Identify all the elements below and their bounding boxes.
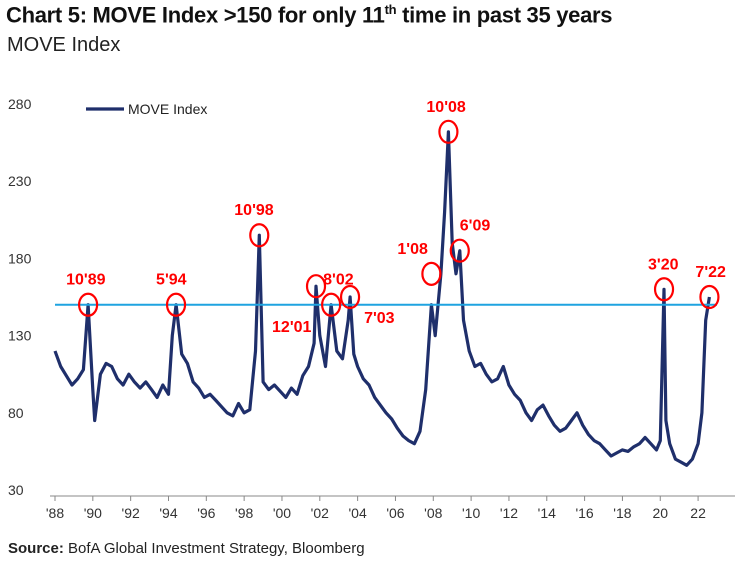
x-tick-label: '08 bbox=[424, 505, 442, 521]
annotation-circle bbox=[165, 292, 187, 317]
source-text: BofA Global Investment Strategy, Bloombe… bbox=[63, 540, 365, 557]
annotation-label: 3'20 bbox=[648, 256, 679, 273]
y-tick-label: 130 bbox=[8, 328, 32, 344]
chart-subtitle: MOVE Index bbox=[7, 34, 121, 56]
source-note: Source: BofA Global Investment Strategy,… bbox=[8, 540, 365, 557]
chart-title: Chart 5: MOVE Index >150 for only 11th t… bbox=[6, 2, 613, 28]
annotation-circle bbox=[339, 284, 361, 310]
title-superscript: th bbox=[384, 2, 397, 17]
chart-plot: 30 80 130 180 230 280 '88 '90 '92 '94 '96 '98 '00 '0… bbox=[8, 96, 735, 521]
y-tick-label: 230 bbox=[8, 173, 32, 189]
x-tick-label: '88 bbox=[46, 505, 64, 521]
x-tick-label: '96 bbox=[197, 505, 215, 521]
annotation-circle bbox=[249, 223, 270, 248]
x-tick-label: '06 bbox=[386, 505, 404, 521]
x-tick-label: 22 bbox=[690, 505, 706, 521]
legend: MOVE Index bbox=[86, 101, 207, 117]
series-group bbox=[53, 130, 711, 467]
annotation-circle bbox=[699, 284, 720, 310]
title-main: Chart 5: MOVE Index >150 for only 11 bbox=[6, 2, 385, 28]
y-tick-label: 280 bbox=[8, 96, 32, 112]
annotation-circle bbox=[321, 292, 342, 317]
annotation-circle bbox=[77, 292, 99, 317]
x-tick-label: '18 bbox=[613, 505, 631, 521]
source-label: Source: bbox=[8, 540, 64, 557]
x-tick-label: '00 bbox=[273, 505, 291, 521]
y-axis: 30 80 130 180 230 280 bbox=[8, 96, 32, 498]
x-tick-label: '14 bbox=[538, 505, 556, 521]
annotation-circle bbox=[421, 261, 442, 286]
annotation-circle bbox=[305, 274, 327, 299]
annotation-circle bbox=[653, 277, 675, 302]
annotation-label: 1'08 bbox=[397, 241, 428, 258]
x-axis: '88 '90 '92 '94 '96 '98 '00 '02 '04 '06 '08 '10 '12 '… bbox=[46, 496, 706, 521]
x-tick-label: '02 bbox=[311, 505, 329, 521]
annotation-circle bbox=[449, 238, 470, 263]
x-tick-label: 20 bbox=[652, 505, 668, 521]
x-tick-label: '12 bbox=[500, 505, 518, 521]
y-tick-label: 180 bbox=[8, 250, 32, 266]
title-rest: time in past 35 years bbox=[396, 2, 613, 28]
x-tick-label: '94 bbox=[159, 505, 177, 521]
x-tick-label: '04 bbox=[349, 505, 367, 521]
annotation-label: 5'94 bbox=[156, 272, 187, 289]
x-tick-label: '16 bbox=[575, 505, 593, 521]
annotation-label: 10'89 bbox=[66, 272, 106, 289]
annotation-label: 12'01 bbox=[272, 319, 312, 336]
x-tick-label: '90 bbox=[84, 505, 102, 521]
legend-label: MOVE Index bbox=[128, 101, 207, 117]
annotation-circle bbox=[438, 119, 459, 144]
annotation-label: 6'09 bbox=[460, 218, 491, 235]
x-tick-label: '98 bbox=[235, 505, 253, 521]
annotations-group: 10'89 5'94 10'98 12'01 8'02 7'03 1'08 10'08 6'09… bbox=[66, 99, 726, 336]
annotation-label: 7'22 bbox=[695, 264, 726, 281]
annotation-label: 10'98 bbox=[234, 202, 274, 219]
x-tick-label: '92 bbox=[122, 505, 140, 521]
y-tick-label: 80 bbox=[8, 405, 24, 421]
annotation-label: 8'02 bbox=[323, 272, 354, 289]
x-tick-label: '10 bbox=[462, 505, 480, 521]
annotation-label: 7'03 bbox=[364, 310, 395, 327]
y-tick-label: 30 bbox=[8, 482, 24, 498]
annotation-label: 10'08 bbox=[426, 99, 466, 116]
series-line-move-index bbox=[53, 130, 711, 467]
